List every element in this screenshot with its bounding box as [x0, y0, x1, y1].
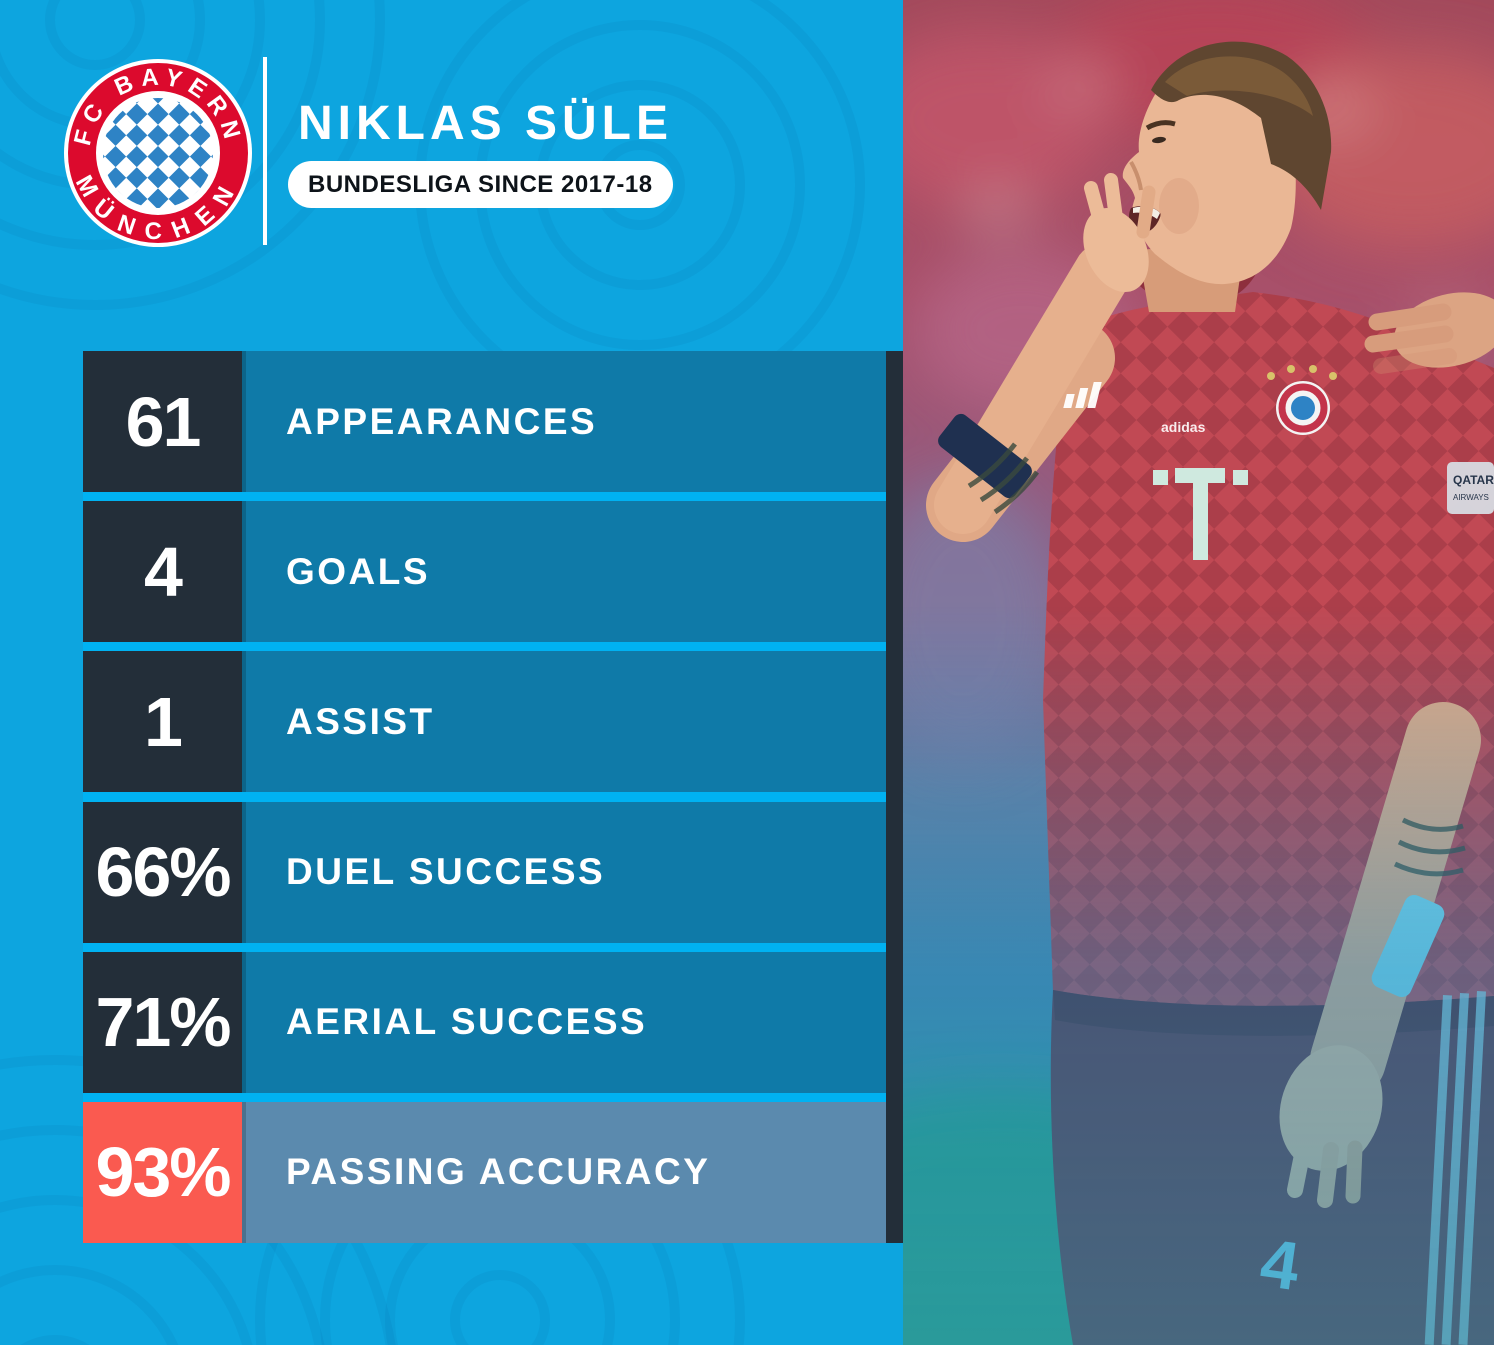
stat-label: ASSIST [286, 700, 435, 742]
stat-value-box: 71% [83, 951, 242, 1093]
stat-row: 71% AERIAL SUCCESS [83, 951, 886, 1093]
stat-value-box: 66% [83, 801, 242, 943]
stat-value: 66% [95, 833, 231, 912]
stat-value: 1 [144, 682, 183, 761]
stat-label: GOALS [286, 550, 431, 592]
stat-value-box: 1 [83, 651, 242, 793]
stat-row: 66% DUEL SUCCESS [83, 801, 886, 943]
stat-bar: ASSIST [242, 651, 886, 793]
player-photo: 4 [903, 0, 1494, 1345]
stat-bar: PASSING ACCURACY [242, 1101, 886, 1243]
stat-value-box: 61 [83, 351, 242, 492]
stat-row: 1 ASSIST [83, 651, 886, 793]
stat-label: AERIAL SUCCESS [286, 1001, 648, 1043]
subtitle-badge: BUNDESLIGA SINCE 2017-18 [288, 161, 673, 208]
swirl-bottom-left [0, 1055, 396, 1345]
club-logo: FC BAYERN MÜNCHEN [64, 59, 252, 247]
stat-bar: GOALS [242, 501, 886, 643]
stats-block: 61 APPEARANCES 4 GOALS 1 ASSIST 66% DUEL… [83, 351, 923, 1243]
stat-row: 61 APPEARANCES [83, 351, 886, 492]
stats-list: 61 APPEARANCES 4 GOALS 1 ASSIST 66% DUEL… [83, 351, 886, 1243]
stat-value-box: 4 [83, 501, 242, 643]
stat-bar: AERIAL SUCCESS [242, 951, 886, 1093]
logo-diamond-core [103, 98, 213, 208]
stat-label: PASSING ACCURACY [286, 1151, 711, 1193]
stat-value: 93% [95, 1133, 231, 1212]
player-name-title: NIKLAS SÜLE [298, 97, 674, 150]
stat-label: APPEARANCES [286, 400, 598, 442]
stat-bar: DUEL SUCCESS [242, 801, 886, 943]
header-divider [263, 57, 267, 245]
stat-row: 93% PASSING ACCURACY [83, 1101, 886, 1243]
photo-blue-tint-overlay [903, 0, 1494, 1345]
stat-row: 4 GOALS [83, 501, 886, 643]
stat-label: DUEL SUCCESS [286, 851, 606, 893]
stat-bar: APPEARANCES [242, 351, 886, 492]
stat-value-box: 93% [83, 1101, 242, 1243]
stat-value: 71% [95, 983, 231, 1062]
stat-value: 61 [125, 382, 202, 461]
stat-value: 4 [144, 532, 183, 611]
